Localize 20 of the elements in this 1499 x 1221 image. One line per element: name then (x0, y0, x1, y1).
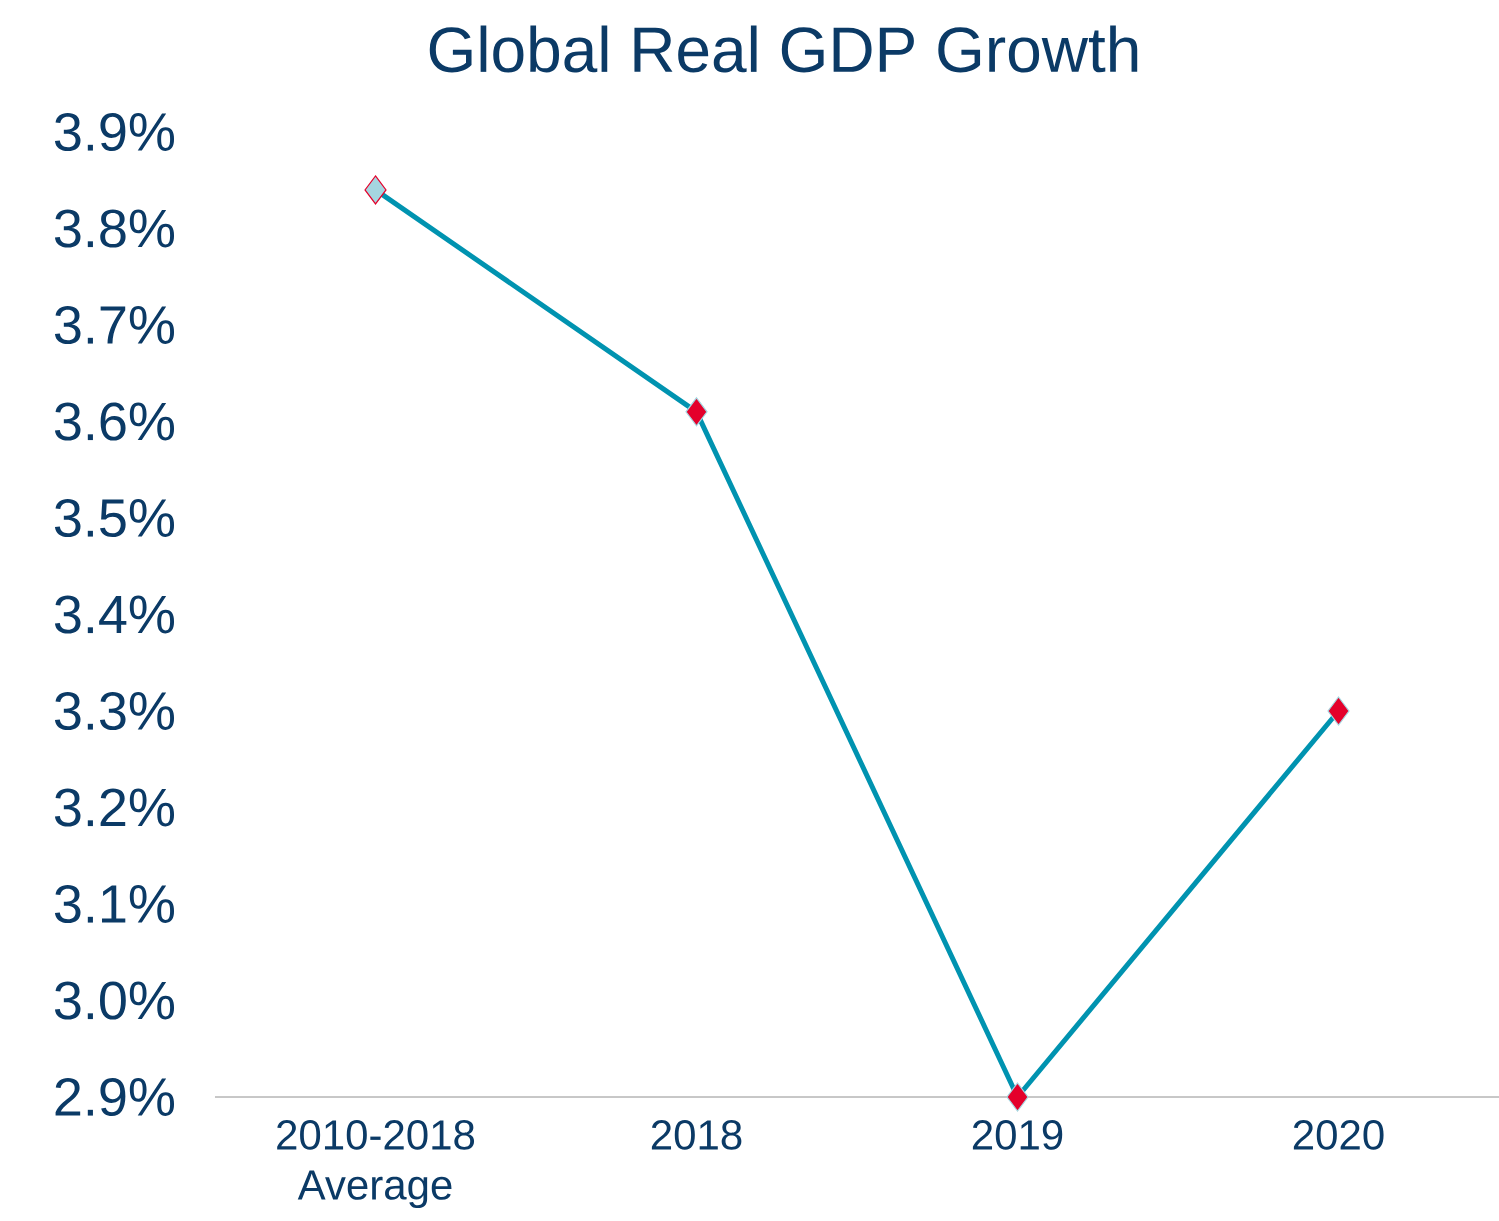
x-tick-label: 2020 (1293, 1120, 1384, 1150)
y-tick-label: 3.2% (54, 788, 175, 827)
y-tick-label: 3.5% (54, 498, 175, 538)
x-tick-label: 2018 (651, 1120, 742, 1150)
point (685, 397, 708, 427)
chart-title: Global Real GDP Growth (429, 25, 1138, 73)
y-tick-label: 3.3% (54, 691, 175, 731)
point (1006, 1082, 1029, 1112)
y-tick-label: 3.0% (54, 981, 175, 1020)
y-tick-label: 3.8% (54, 209, 175, 248)
y-tick-label: 3.9% (54, 112, 175, 152)
x-tick-label: 2019 (972, 1120, 1063, 1150)
x-tick-label: 2010-2018 Average (277, 1120, 475, 1209)
y-tick-label: 3.4% (54, 595, 175, 634)
y-tick-label: 3.6% (54, 402, 175, 441)
point (1327, 696, 1350, 726)
y-tick-label: 3.7% (54, 305, 175, 345)
y-tick-label: 3.1% (54, 884, 175, 924)
y-tick-label: 2.9% (55, 1077, 175, 1117)
point (364, 175, 387, 205)
